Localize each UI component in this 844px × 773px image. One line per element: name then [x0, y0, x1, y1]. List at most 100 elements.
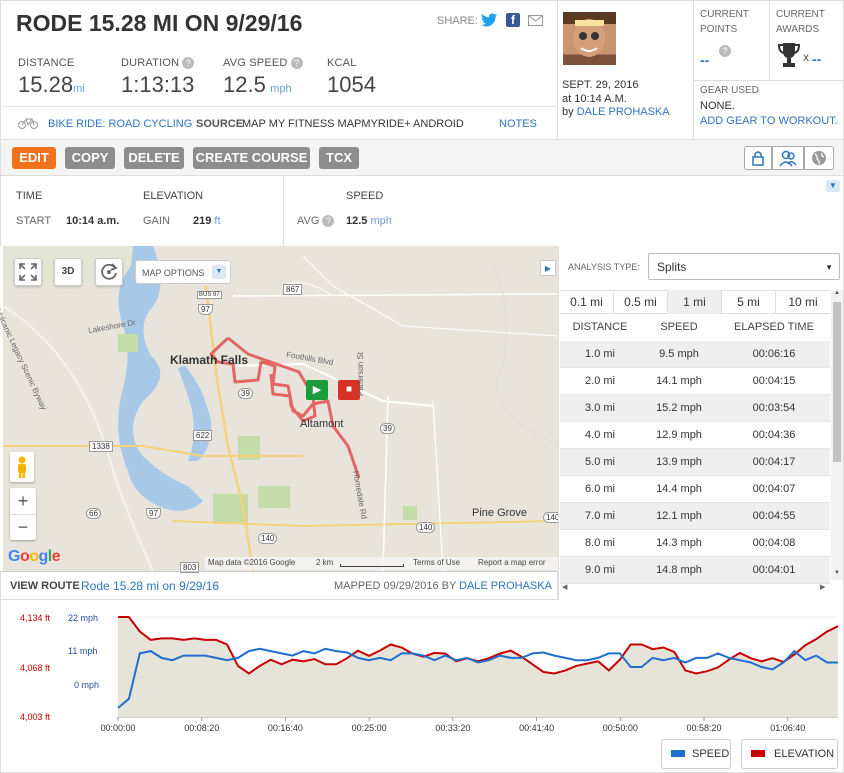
fullscreen-icon[interactable] — [14, 258, 42, 286]
pegman-icon[interactable] — [10, 452, 34, 482]
divider — [557, 0, 558, 140]
split-speed: 12.1 mph — [656, 510, 702, 522]
x-tick-label: 00:58:20 — [687, 723, 722, 733]
elevation-area — [118, 617, 838, 717]
legend-swatch-speed — [671, 750, 685, 757]
tab-10-mi[interactable]: 10 mi — [788, 295, 818, 309]
analysis-type-select[interactable]: Splits ▼ — [648, 253, 840, 280]
tcx-button[interactable]: TCX — [319, 147, 359, 169]
scroll-down-icon[interactable]: ▼ — [834, 570, 840, 576]
map-label: Altamont — [300, 418, 344, 430]
divider — [693, 0, 694, 140]
series-elevation-line — [118, 616, 839, 675]
edit-button[interactable]: EDIT — [12, 147, 56, 169]
tab-0-1-mi[interactable]: 0.1 mi — [560, 290, 614, 314]
collapse-toggle[interactable]: ▼ — [826, 180, 840, 192]
tab-0-5-mi[interactable]: 0.5 mi — [614, 290, 668, 314]
map-attribution-bar — [205, 557, 558, 570]
3d-view-icon[interactable]: 3D — [54, 258, 82, 286]
workout-time: at 10:14 A.M. — [562, 93, 627, 105]
scroll-right-icon[interactable]: ▶ — [820, 584, 826, 591]
divider — [769, 0, 770, 80]
x-tick-label: 00:08:20 — [184, 723, 219, 733]
x-tick-label: 00:25:00 — [352, 723, 387, 733]
scrollbar[interactable]: ▲ ▼ — [831, 290, 843, 580]
map[interactable] — [3, 246, 558, 571]
email-icon[interactable] — [528, 15, 543, 26]
column-header-distance: DISTANCE — [572, 321, 628, 333]
analysis-type-label: ANALYSIS TYPE: — [568, 262, 640, 272]
scale-label: 2 km — [316, 558, 334, 567]
elev-tick: 4,068 ft — [20, 663, 51, 673]
replay-icon[interactable] — [95, 258, 123, 286]
details-panel — [0, 176, 844, 246]
facebook-icon[interactable]: f — [506, 13, 520, 27]
help-icon[interactable]: ? — [322, 215, 335, 228]
map-options-label: MAP OPTIONS — [142, 268, 205, 278]
add-gear-link[interactable]: ADD GEAR TO WORKOUT. — [700, 115, 838, 127]
map-options-dropdown[interactable]: MAP OPTIONS ▼ — [135, 260, 231, 284]
route-link[interactable]: Rode 15.28 mi on 9/29/16 — [81, 579, 220, 593]
legend-speed-label: SPEED — [692, 748, 730, 760]
gear-value: NONE. — [700, 100, 735, 112]
split-speed: 12.9 mph — [656, 429, 702, 441]
avatar[interactable] — [563, 12, 616, 65]
delete-button[interactable]: DELETE — [124, 147, 184, 169]
legend-speed-button[interactable]: SPEED — [661, 739, 731, 769]
report-error-link[interactable]: Report a map error — [478, 558, 546, 567]
notes-link[interactable]: NOTES — [499, 118, 537, 130]
activity-type-link[interactable]: BIKE RIDE: ROAD CYCLING — [48, 118, 193, 130]
route-bar — [0, 571, 558, 600]
page-title: RODE 15.28 MI ON 9/29/16 — [16, 10, 303, 36]
mapped-text: MAPPED 09/29/2016 BY — [334, 580, 457, 592]
scroll-left-icon[interactable]: ◀ — [562, 584, 568, 591]
zoom-in-button[interactable]: + — [17, 491, 29, 511]
scroll-up-icon[interactable]: ▲ — [834, 290, 840, 296]
end-marker-icon[interactable]: ■ — [338, 380, 360, 400]
author-link[interactable]: DALE PROHASKA — [576, 106, 670, 118]
road-shield: 97 — [146, 508, 161, 519]
copy-button[interactable]: COPY — [65, 147, 115, 169]
mapped-by-link[interactable]: DALE PROHASKA — [459, 580, 552, 592]
road-shield: 39 — [380, 423, 395, 434]
avg-label: AVG? — [297, 215, 335, 228]
split-speed: 14.4 mph — [656, 483, 702, 495]
road-shield: 97 — [198, 304, 213, 315]
gain-value: 219 ft — [193, 215, 221, 227]
start-value: 10:14 a.m. — [66, 215, 120, 227]
tab-5-mi[interactable]: 5 mi — [722, 290, 776, 314]
start-marker-icon[interactable]: ▶ — [306, 380, 328, 400]
split-row: 6.0 mi 14.4 mph 00:04:07 — [560, 476, 830, 503]
panel-toggle-icon[interactable]: ▶ — [540, 260, 556, 276]
stat-avg-speed: AVG SPEED? 12.5 mph — [223, 57, 303, 98]
split-row: 4.0 mi 12.9 mph 00:04:36 — [560, 422, 830, 449]
road-shield: 140 — [416, 522, 436, 533]
legend-elevation-button[interactable]: ELEVATION — [741, 739, 838, 769]
split-distance: 5.0 mi — [585, 456, 615, 468]
avg-value: 12.5 mph — [346, 215, 392, 227]
gain-label: GAIN — [143, 215, 170, 227]
start-label: START — [16, 215, 52, 227]
zoom-out-button[interactable]: − — [10, 514, 36, 540]
help-icon[interactable]: ? — [290, 57, 303, 70]
elevation-heading: ELEVATION — [143, 190, 204, 202]
speed-tick: 22 mph — [68, 613, 99, 623]
terms-link[interactable]: Terms of Use — [413, 558, 461, 567]
create-course-button[interactable]: CREATE COURSE — [193, 147, 310, 169]
elevation-speed-chart[interactable]: 00:00:00 00:08:20 00:16:40 00:25:00 00:33:20… — [0, 600, 844, 740]
awards-value: -- — [812, 51, 822, 67]
help-icon[interactable]: ? — [719, 45, 731, 57]
road-shield: 867 — [283, 284, 303, 295]
privacy-public-icon[interactable] — [804, 146, 834, 170]
privacy-lock-icon[interactable] — [744, 146, 772, 170]
tab-1-mi[interactable]: 1 mi — [668, 290, 722, 314]
privacy-friends-icon[interactable] — [772, 146, 804, 170]
road-shield: 140 — [258, 533, 278, 544]
x-tick-label: 01:06:40 — [770, 723, 805, 733]
twitter-icon[interactable] — [481, 13, 497, 27]
split-elapsed: 00:04:08 — [752, 537, 796, 549]
x-tick-label: 00:50:00 — [603, 723, 638, 733]
split-row: 9.0 mi 14.8 mph 00:04:01 — [560, 557, 830, 584]
scroll-thumb[interactable] — [833, 302, 841, 462]
help-icon[interactable]: ? — [182, 57, 195, 70]
